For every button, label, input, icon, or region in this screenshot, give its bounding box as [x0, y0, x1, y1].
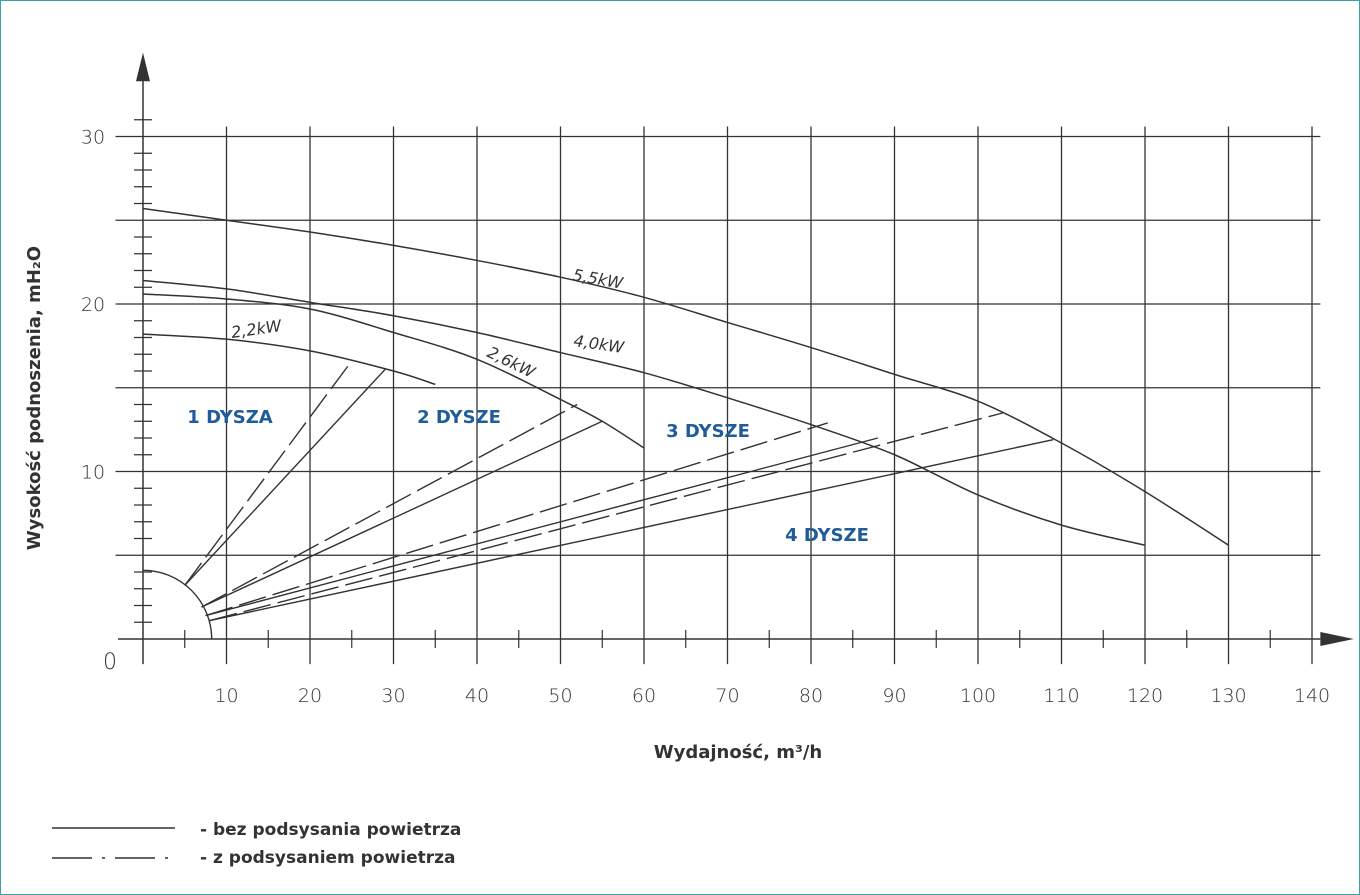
nozzle-line-dashed [209, 412, 1004, 622]
x-tick-label: 10 [214, 685, 238, 707]
pump-curve-2-2kW [142, 333, 436, 386]
y-tick-label: 30 [81, 127, 105, 149]
x-tick-label: 100 [960, 685, 996, 707]
legend: - bez podsysania powietrza - z podsysani… [52, 820, 461, 868]
curve-label: 4,0kW [572, 331, 626, 357]
x-tick-label: 30 [381, 685, 405, 707]
region-label: 4 DYSZE [785, 525, 869, 546]
curve-label: 5,5kW [571, 265, 625, 293]
nozzle-line-solid [205, 437, 878, 617]
x-tick-label: 20 [298, 685, 322, 707]
pump-curve-4-0kW [142, 279, 1146, 546]
x-tick-label: 130 [1210, 685, 1246, 707]
grid [115, 126, 1321, 665]
x-axis-title: Wydajność, m³/h [654, 742, 823, 763]
pump-curves [142, 207, 1229, 546]
x-tick-label: 90 [882, 685, 906, 707]
legend-solid-label: - bez podsysania powietrza [200, 820, 461, 840]
curve-label: 2,2kW [230, 316, 284, 342]
x-tick-label: 120 [1127, 685, 1163, 707]
y-tick-label: 20 [81, 294, 105, 316]
x-tick-label: 40 [465, 685, 489, 707]
x-tick-label: 80 [799, 685, 823, 707]
nozzle-line-dashed [184, 360, 353, 586]
curve-label: 2,6kW [484, 343, 539, 383]
x-tick-label: 110 [1043, 685, 1079, 707]
y-axis-arrow [136, 52, 150, 82]
pump-curve-5-5kW [142, 207, 1229, 546]
x-tick-label: 60 [632, 685, 656, 707]
y-axis-title: Wysokość podnoszenia, mH₂O [24, 246, 45, 550]
region-label: 3 DYSZE [666, 421, 750, 442]
chart-labels: 10 20 30 40 50 60 70 80 90 100 110 120 130 140 10 20 30 0… [81, 127, 1330, 708]
x-axis-arrow [1320, 632, 1354, 646]
nozzle-line-solid [201, 420, 603, 608]
region-label: 1 DYSZA [187, 407, 272, 428]
nozzle-lines [184, 360, 1054, 622]
origin-arc [142, 569, 213, 640]
pump-curve-2-6kW [142, 293, 645, 449]
region-label: 2 DYSZE [417, 407, 501, 428]
axes [118, 52, 1354, 665]
origin-label: 0 [103, 650, 117, 675]
nozzle-line-solid [184, 368, 386, 586]
x-tick-label: 70 [715, 685, 739, 707]
nozzle-line-solid [209, 438, 1054, 622]
legend-dashed-label: - z podsysaniem powietrza [200, 848, 455, 868]
nozzle-line-dashed [201, 403, 578, 608]
y-tick-label: 10 [81, 462, 105, 484]
x-tick-label: 140 [1294, 685, 1330, 707]
nozzle-line-dashed [205, 422, 828, 617]
x-tick-label: 50 [548, 685, 572, 707]
